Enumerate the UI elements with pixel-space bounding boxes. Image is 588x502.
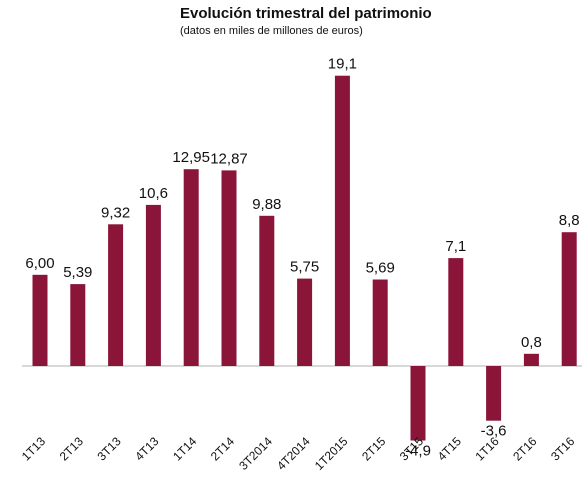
tick-label-2T14: 2T14 <box>208 434 237 463</box>
bar-1T16 <box>486 366 502 421</box>
value-label-1T13: 6,00 <box>25 255 54 272</box>
bars-layer <box>32 75 577 441</box>
tick-label-1T13: 1T13 <box>19 434 48 463</box>
bar-3T2014 <box>259 215 275 366</box>
bar-3T15 <box>410 366 426 441</box>
tick-label-1T14: 1T14 <box>170 434 199 463</box>
chart-title: Evolución trimestral del patrimonio <box>180 5 432 22</box>
tick-label-4T2014: 4T2014 <box>274 434 313 473</box>
bar-4T13 <box>145 204 161 366</box>
tick-label-1T2015: 1T2015 <box>312 434 351 473</box>
chart-subtitle: (datos en miles de millones de euros) <box>180 25 363 37</box>
value-label-4T13: 10,6 <box>139 185 168 202</box>
value-label-3T15: -4,9 <box>405 443 431 460</box>
tick-label-3T13: 3T13 <box>94 434 123 463</box>
value-label-1T16: -3,6 <box>481 423 507 440</box>
value-label-4T2014: 5,75 <box>290 259 319 276</box>
value-label-3T13: 9,32 <box>101 204 130 221</box>
bar-1T14 <box>183 169 199 366</box>
tick-label-4T13: 4T13 <box>132 434 161 463</box>
bar-1T2015 <box>334 75 350 366</box>
value-label-3T16: 8,8 <box>559 212 580 229</box>
value-label-4T15: 7,1 <box>445 238 466 255</box>
bar-2T15 <box>372 279 388 366</box>
value-label-2T16: 0,8 <box>521 334 542 351</box>
tick-label-2T15: 2T15 <box>359 434 388 463</box>
tick-label-2T16: 2T16 <box>510 434 539 463</box>
bar-4T15 <box>448 258 464 366</box>
value-labels-layer: 6,00 5,39 9,32 10,6 12,95 12,87 9,88 5,75 19,1 5,… <box>25 56 579 460</box>
tick-labels-layer: 1T13 2T13 3T13 4T13 1T14 2T14 3T2014 4T2014 1T20… <box>19 434 578 473</box>
bar-2T14 <box>221 170 237 366</box>
bar-4T2014 <box>297 278 313 366</box>
bar-1T13 <box>32 274 48 366</box>
tick-label-3T2014: 3T2014 <box>236 434 275 473</box>
value-label-1T14: 12,95 <box>172 149 210 166</box>
value-label-3T2014: 9,88 <box>252 196 281 213</box>
bar-2T13 <box>70 284 86 366</box>
value-label-1T2015: 19,1 <box>328 56 357 73</box>
value-label-2T14: 12,87 <box>210 150 248 167</box>
tick-label-4T15: 4T15 <box>435 434 464 463</box>
tick-label-2T13: 2T13 <box>57 434 86 463</box>
bar-2T16 <box>523 353 539 366</box>
bar-3T13 <box>108 224 124 366</box>
value-label-2T13: 5,39 <box>63 264 92 281</box>
value-label-2T15: 5,69 <box>366 260 395 277</box>
bar-3T16 <box>561 232 577 366</box>
tick-label-3T16: 3T16 <box>548 434 577 463</box>
